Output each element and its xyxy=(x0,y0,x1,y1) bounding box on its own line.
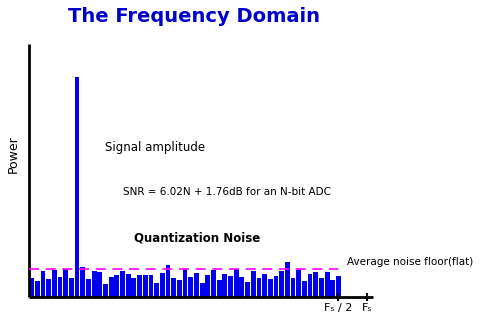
Bar xyxy=(46,279,51,298)
Bar xyxy=(160,273,165,298)
Bar xyxy=(171,278,176,298)
Bar xyxy=(29,278,34,298)
Bar xyxy=(200,283,204,298)
Bar xyxy=(166,265,170,298)
Bar xyxy=(228,276,233,298)
Bar xyxy=(35,281,40,298)
Bar xyxy=(336,276,341,298)
Bar xyxy=(97,272,102,298)
Bar xyxy=(148,275,154,298)
Bar xyxy=(251,271,256,298)
Bar xyxy=(177,280,182,298)
Bar xyxy=(296,270,301,298)
Bar xyxy=(137,275,142,298)
Text: SNR = 6.02N + 1.76dB for an N-bit ADC: SNR = 6.02N + 1.76dB for an N-bit ADC xyxy=(122,187,331,197)
Bar xyxy=(103,284,108,298)
Bar xyxy=(330,280,335,298)
Bar xyxy=(58,277,62,298)
Bar xyxy=(194,273,199,298)
Bar xyxy=(86,279,91,298)
Text: Average noise floor(flat): Average noise floor(flat) xyxy=(347,257,473,267)
Text: Signal amplitude: Signal amplitude xyxy=(106,141,205,154)
Bar xyxy=(126,274,131,298)
Bar xyxy=(80,267,85,298)
Bar xyxy=(302,281,307,298)
Bar xyxy=(52,270,57,298)
Bar xyxy=(63,269,68,298)
Bar xyxy=(245,282,250,298)
Bar xyxy=(120,271,125,298)
Text: Fₛ: Fₛ xyxy=(361,303,372,313)
Bar xyxy=(40,271,46,298)
Text: Fₛ / 2: Fₛ / 2 xyxy=(324,303,353,313)
Bar xyxy=(290,278,296,298)
Bar xyxy=(217,280,222,298)
Bar xyxy=(182,269,188,298)
Bar xyxy=(324,272,330,298)
Bar xyxy=(205,275,210,298)
Bar xyxy=(92,271,96,298)
Bar xyxy=(274,276,278,298)
Bar xyxy=(143,275,148,298)
Bar xyxy=(154,283,159,298)
Bar xyxy=(222,274,227,298)
Text: Power: Power xyxy=(7,135,20,173)
Bar xyxy=(262,274,267,298)
Bar xyxy=(268,279,273,298)
Bar xyxy=(285,262,290,298)
Bar xyxy=(319,278,324,298)
Bar xyxy=(109,277,114,298)
Title: The Frequency Domain: The Frequency Domain xyxy=(68,7,320,26)
Bar xyxy=(256,278,261,298)
Bar xyxy=(234,269,239,298)
Bar xyxy=(308,274,312,298)
Bar xyxy=(211,270,216,298)
Bar xyxy=(188,277,193,298)
Bar xyxy=(132,278,136,298)
Bar xyxy=(279,271,284,298)
Bar xyxy=(114,275,119,298)
Text: Quantization Noise: Quantization Noise xyxy=(134,232,260,244)
Bar xyxy=(69,278,74,298)
Bar xyxy=(75,77,80,298)
Bar xyxy=(313,272,318,298)
Bar xyxy=(240,277,244,298)
